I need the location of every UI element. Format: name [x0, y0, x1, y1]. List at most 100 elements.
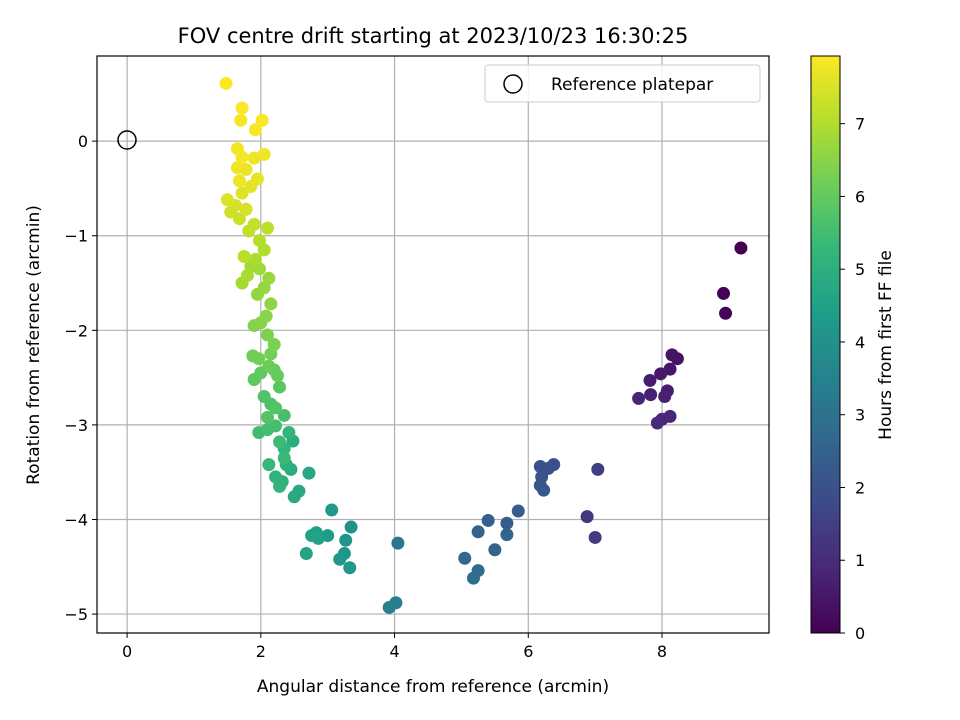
data-point [282, 425, 296, 439]
data-point [247, 151, 261, 165]
data-point [277, 451, 291, 465]
data-point [252, 233, 266, 247]
data-point [257, 390, 271, 404]
data-point [287, 490, 301, 504]
data-point [734, 241, 748, 255]
data-point [261, 221, 275, 235]
data-point [235, 101, 249, 115]
grid [97, 56, 769, 633]
data-point [269, 419, 283, 433]
colorbar-tick-label: 4 [855, 333, 865, 352]
legend-box [484, 64, 761, 103]
data-point [481, 513, 495, 527]
data-point [248, 123, 262, 137]
data-point [650, 416, 664, 430]
data-point [273, 380, 287, 394]
y-tick-label: 0 [78, 132, 88, 151]
data-point [533, 460, 547, 474]
data-point [262, 271, 276, 285]
colorbar-tick-label: 2 [855, 478, 865, 497]
data-point [302, 466, 316, 480]
legend: Reference platepar [484, 64, 761, 103]
data-point [466, 571, 480, 585]
colorbar: 0 1 2 3 4 5 6 7 Hours from first FF file [810, 55, 896, 643]
data-points [219, 76, 748, 614]
data-point [237, 250, 251, 264]
reference-platepar-marker [117, 130, 137, 150]
y-tick-label: −4 [64, 510, 88, 529]
colorbar-tick-label: 3 [855, 406, 865, 425]
data-point [271, 369, 285, 383]
data-point [261, 410, 275, 424]
x-axis-ticks: 0 2 4 6 8 [122, 633, 667, 661]
data-point [658, 390, 672, 404]
data-point [261, 328, 275, 342]
x-tick-label: 8 [657, 642, 667, 661]
data-point [239, 202, 253, 216]
data-point [537, 483, 551, 497]
data-point [391, 536, 405, 550]
data-point [232, 174, 246, 188]
data-point [273, 435, 287, 449]
colorbar-label: Hours from first FF file [876, 250, 896, 440]
data-point [719, 306, 733, 320]
data-point [717, 286, 731, 300]
colorbar-tick-label: 7 [855, 115, 865, 134]
data-point [511, 504, 525, 518]
colorbar-ticks: 0 1 2 3 4 5 6 7 [840, 115, 865, 643]
colorbar-tick-label: 1 [855, 551, 865, 570]
data-point [250, 172, 264, 186]
legend-label: Reference platepar [551, 75, 713, 95]
data-point [299, 547, 313, 561]
data-point [458, 551, 472, 565]
x-tick-label: 2 [256, 642, 266, 661]
x-tick-label: 6 [523, 642, 533, 661]
data-point [644, 388, 658, 402]
data-point [588, 530, 602, 544]
data-point [219, 76, 233, 90]
data-point [230, 142, 244, 156]
colorbar-tick-label: 0 [855, 624, 865, 643]
x-axis-label: Angular distance from reference (arcmin) [257, 677, 609, 697]
data-point [311, 531, 325, 545]
data-point [248, 252, 262, 266]
data-point [269, 401, 283, 415]
data-point [665, 348, 679, 362]
y-tick-label: −3 [64, 416, 88, 435]
data-point [277, 408, 291, 422]
data-point [333, 552, 347, 566]
colorbar-tick-label: 5 [855, 260, 865, 279]
data-point [273, 479, 287, 493]
data-point [264, 297, 278, 311]
y-tick-label: −5 [64, 605, 88, 624]
data-point [255, 113, 269, 127]
x-tick-label: 4 [389, 642, 399, 661]
data-point [632, 391, 646, 405]
data-point [259, 309, 273, 323]
x-tick-label: 0 [122, 642, 132, 661]
data-point [252, 352, 266, 366]
data-point [325, 503, 339, 517]
data-point [654, 367, 668, 381]
data-point [234, 113, 248, 127]
data-point [267, 338, 281, 351]
data-point [500, 516, 514, 530]
data-point [240, 268, 254, 282]
data-point [500, 528, 514, 542]
data-point [343, 561, 357, 575]
y-axis-label: Rotation from reference (arcmin) [24, 205, 44, 485]
plot-frame [96, 55, 770, 634]
data-point [339, 533, 353, 547]
y-axis-ticks: 0 −1 −2 −3 −4 −5 [64, 132, 97, 624]
data-point [488, 543, 502, 557]
colorbar-tick-label: 6 [855, 187, 865, 206]
data-point [220, 193, 234, 207]
data-point [580, 510, 594, 524]
data-point [247, 217, 261, 231]
data-point [382, 600, 396, 614]
y-tick-label: −2 [64, 321, 88, 340]
colorbar-gradient [810, 55, 841, 634]
data-point [262, 458, 276, 472]
data-point [591, 462, 605, 476]
data-point [230, 161, 244, 175]
